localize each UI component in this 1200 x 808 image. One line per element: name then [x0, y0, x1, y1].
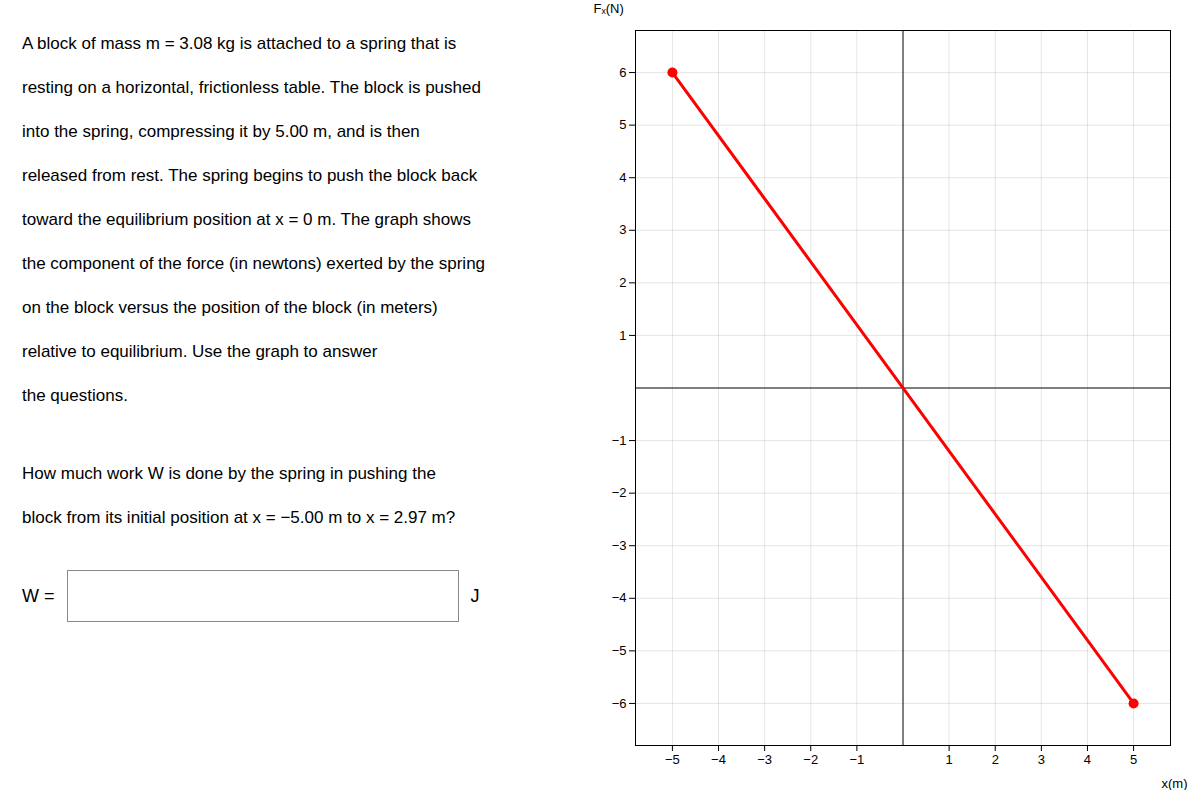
svg-text:2: 2 — [619, 275, 626, 290]
html-text:the component of the force (in: the component of the force (in newtons) … — [22, 254, 485, 273]
svg-text:−4: −4 — [711, 752, 726, 767]
svg-text:6: 6 — [619, 65, 626, 80]
html-text:block from its initial positio: block from its initial position at x = −… — [22, 508, 456, 527]
svg-text:5: 5 — [619, 117, 626, 132]
svg-text:4: 4 — [1084, 752, 1091, 767]
svg-text:1: 1 — [619, 328, 626, 343]
svg-text:−4: −4 — [612, 590, 627, 605]
svg-text:3: 3 — [1038, 752, 1045, 767]
html-text:into the spring, compressing i: into the spring, compressing it by 5.00 … — [22, 122, 420, 141]
html-text:How much work W is done by the: How much work W is done by the spring in… — [22, 464, 436, 483]
svg-text:Fₓ(N): Fₓ(N) — [594, 1, 624, 16]
svg-text:1: 1 — [946, 752, 953, 767]
svg-text:4: 4 — [619, 170, 626, 185]
svg-text:−1: −1 — [849, 752, 864, 767]
html-text:resting on a horizontal, frict: resting on a horizontal, frictionless ta… — [22, 78, 481, 97]
svg-text:−3: −3 — [757, 752, 772, 767]
svg-text:x(m): x(m) — [1162, 776, 1188, 791]
svg-text:−5: −5 — [665, 752, 680, 767]
svg-text:5: 5 — [1130, 752, 1137, 767]
html-text:released from rest. The spring: released from rest. The spring begins to… — [22, 166, 478, 185]
svg-text:3: 3 — [619, 222, 626, 237]
svg-text:−2: −2 — [803, 752, 818, 767]
html-text:W =: W = — [22, 585, 55, 606]
html-text:toward the equilibrium positio: toward the equilibrium position at x = 0… — [22, 210, 471, 229]
html-text:the questions.: the questions. — [22, 386, 128, 405]
svg-text:2: 2 — [992, 752, 999, 767]
svg-text:−2: −2 — [612, 485, 627, 500]
svg-text:−6: −6 — [612, 696, 627, 711]
html-text:A block of mass m = 3.08 kg is: A block of mass m = 3.08 kg is attached … — [22, 34, 457, 53]
html-text:J: J — [470, 585, 480, 606]
svg-text:−3: −3 — [612, 538, 627, 553]
svg-text:−1: −1 — [612, 433, 627, 448]
html-text:on the block versus the positi: on the block versus the position of the … — [22, 298, 438, 317]
html-text:relative to equilibrium. Use t: relative to equilibrium. Use the graph t… — [22, 342, 378, 361]
svg-text:−5: −5 — [612, 643, 627, 658]
